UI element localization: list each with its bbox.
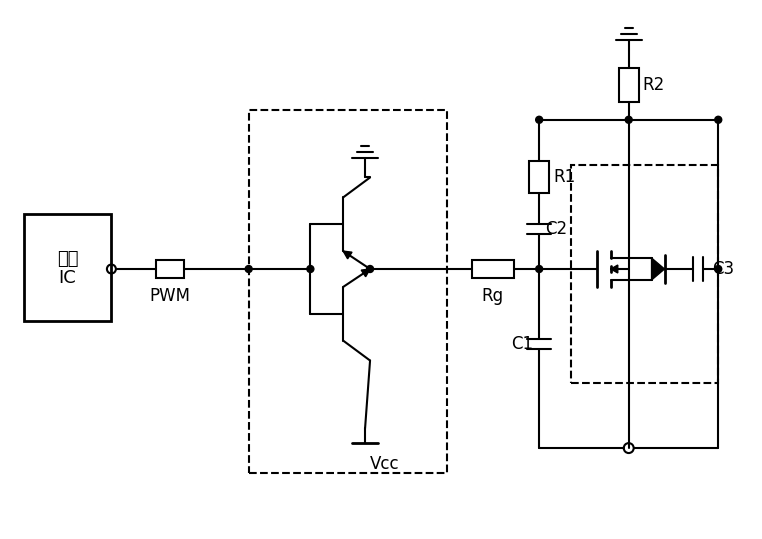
Circle shape (536, 266, 543, 273)
Circle shape (367, 266, 373, 273)
Bar (248, 110, 447, 473)
Text: R2: R2 (642, 76, 665, 94)
Text: 电源: 电源 (57, 250, 78, 267)
Polygon shape (611, 265, 618, 273)
Bar (571, 164, 719, 383)
Bar (472, 260, 514, 278)
Text: Vcc: Vcc (370, 455, 400, 473)
Bar (156, 260, 184, 278)
Bar (24, 215, 111, 321)
Circle shape (245, 266, 252, 273)
Text: C3: C3 (712, 260, 735, 278)
Polygon shape (652, 258, 664, 280)
Text: PWM: PWM (149, 287, 190, 305)
Circle shape (715, 116, 722, 123)
Text: C2: C2 (545, 220, 567, 238)
Text: Rg: Rg (482, 287, 504, 305)
Text: IC: IC (59, 270, 76, 287)
Circle shape (536, 116, 543, 123)
Polygon shape (361, 269, 370, 277)
Text: C1: C1 (511, 335, 533, 353)
Polygon shape (343, 251, 352, 259)
Circle shape (626, 116, 632, 123)
Bar (530, 161, 549, 193)
Circle shape (715, 266, 722, 273)
Text: R1: R1 (553, 168, 575, 186)
Bar (619, 67, 639, 102)
Circle shape (307, 266, 314, 273)
